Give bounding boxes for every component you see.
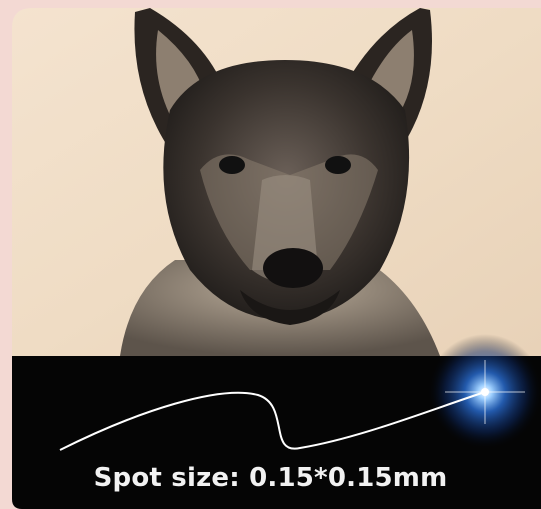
caption: Spot size: 0.15*0.15mm [0,463,541,493]
dog-engraving [120,8,440,356]
laser-spot [481,388,489,396]
product-image: Spot size: 0.15*0.15mm [0,0,541,509]
illustration [0,0,541,509]
